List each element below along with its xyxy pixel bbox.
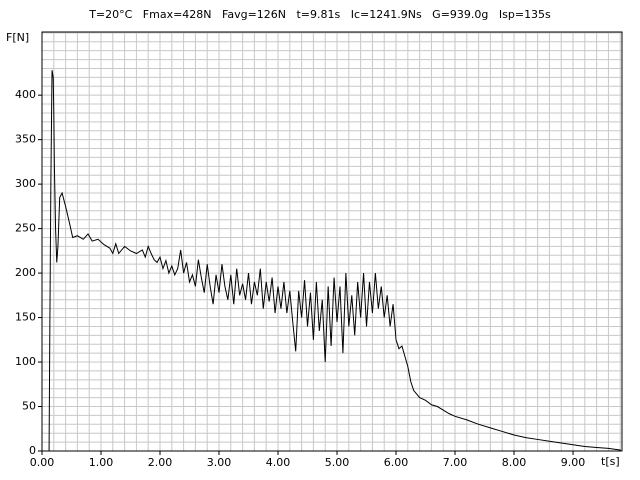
thrust-line [48, 70, 621, 452]
y-tick-label: 250 [15, 222, 36, 235]
y-tick-label: 150 [15, 311, 36, 324]
x-tick-label: 0.00 [30, 456, 55, 469]
y-tick-label: 400 [15, 88, 36, 101]
x-tick-label: 7.00 [443, 456, 468, 469]
y-tick-label: 50 [22, 400, 36, 413]
x-tick-label: 6.00 [384, 456, 409, 469]
x-tick-label: 3.00 [207, 456, 232, 469]
y-tick-label: 0 [29, 444, 36, 457]
y-tick-label: 350 [15, 133, 36, 146]
y-tick-label: 200 [15, 266, 36, 279]
chart-title: T=20°C Fmax=428N Favg=126N t=9.81s Ic=12… [88, 8, 551, 21]
x-tick-label: 1.00 [89, 456, 114, 469]
x-tick-label: 8.00 [502, 456, 527, 469]
plot-frame [41, 31, 623, 452]
x-tick-label: 5.00 [325, 456, 350, 469]
x-axis-label: t[s] [601, 455, 620, 468]
y-tick-label: 100 [15, 355, 36, 368]
y-tick-label: 300 [15, 177, 36, 190]
y-axis-label: F[N] [6, 31, 29, 44]
x-tick-label: 2.00 [148, 456, 173, 469]
x-tick-label: 9.00 [561, 456, 586, 469]
x-tick-label: 4.00 [266, 456, 291, 469]
